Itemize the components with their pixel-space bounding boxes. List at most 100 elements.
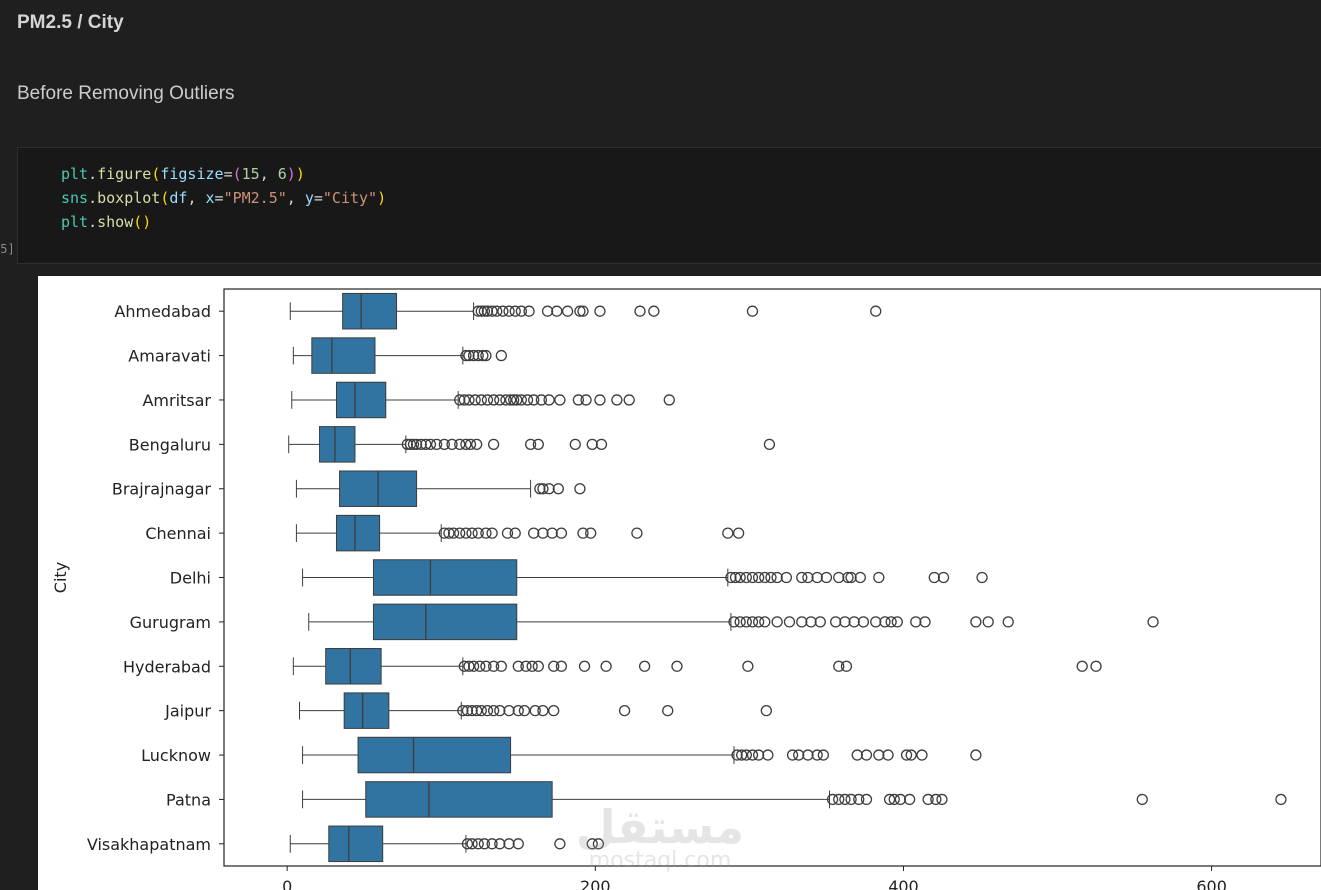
code-token: figsize [160,165,224,183]
box-bengaluru [288,426,776,463]
outlier-point [458,394,471,406]
code-token: "PM2.5" [223,189,287,207]
outlier-point [401,438,413,450]
outlier-point [561,305,574,317]
outlier-point [740,616,752,628]
outlier-point [524,438,537,450]
code-token: x [205,189,215,207]
y-tick-label: Ahmedabad [114,302,211,321]
code-editor[interactable]: plt.figure(figsize=(15, 6)) sns.boxplot(d… [61,162,386,234]
outlier-point [546,527,558,539]
outlier-point [839,616,851,628]
box-chennai [295,514,745,552]
outlier-point [532,660,544,672]
code-token: ( [160,189,170,207]
outlier-point [446,438,458,450]
box-jaipur [298,692,772,729]
outlier-point [532,438,544,450]
outlier-point [480,660,492,672]
outlier-point [447,527,460,539]
outlier-point [611,394,623,406]
outlier-point [882,749,894,761]
outlier-point [420,438,432,450]
outlier-point [922,793,934,806]
outlier-point [555,660,568,672]
outlier-point [577,305,589,317]
outlier-point [554,838,566,850]
box-iqr [328,825,384,863]
outlier-point [638,660,651,672]
outlier-point [833,793,845,806]
outlier-point [752,571,765,584]
outlier-point [475,394,487,406]
outlier-point [671,660,683,672]
outlier-point [814,616,826,628]
code-token: y [304,189,314,207]
box-gurugram [308,603,1159,641]
outlier-point [729,571,742,584]
outlier-point [817,749,829,761]
outlier-point [548,660,560,672]
outlier-point [454,527,466,539]
outlier-point [528,394,540,406]
outlier-point [460,438,472,450]
outlier-point [523,305,535,317]
outlier-point [802,749,814,761]
code-token: plt [61,165,89,183]
outlier-point [472,349,484,362]
outlier-point [495,660,507,672]
outlier-point [883,793,896,806]
outlier-point [746,571,759,584]
outlier-point [495,349,507,362]
outlier-point [759,616,771,628]
y-tick-label: Brajrajnagar [112,480,212,499]
outlier-point [905,749,917,761]
outlier-point [759,571,771,584]
outlier-point [842,571,854,584]
outlier-point [845,793,857,806]
outlier-point [520,660,532,672]
outlier-point [970,749,982,761]
outlier-point [578,660,591,672]
outlier-point [894,793,907,806]
outlier-point [586,438,598,450]
outlier-point [554,394,566,406]
outlier-point [900,749,913,761]
outlier-point [494,838,506,850]
watermark-arabic: مستقل [576,800,744,854]
outlier-point [793,749,805,761]
box-iqr [365,781,553,818]
outlier-point [592,838,605,850]
outlier-point [460,527,472,539]
outlier-point [478,305,491,317]
outlier-point [826,793,839,806]
markdown-subheading: Before Removing Outliers [17,83,235,104]
outlier-point [854,571,866,584]
outlier-point [731,749,743,761]
outlier-point [471,705,483,717]
outlier-point [537,527,549,539]
y-axis-label: City [51,562,70,593]
outlier-point [982,616,994,628]
code-cell[interactable]: plt.figure(figsize=(15, 6)) sns.boxplot(d… [17,147,1321,264]
outlier-point [467,660,480,672]
outlier-point [618,705,631,717]
outlier-point [454,394,466,406]
outlier-point [623,394,635,406]
outlier-point [548,705,560,717]
outlier-point [487,438,500,450]
outlier-point [873,749,885,761]
watermark-latin: mostaql.com [589,848,732,873]
outlier-point [1090,660,1102,672]
outlier-point [574,305,586,317]
outlier-point [631,527,643,539]
outlier-point [585,527,597,539]
x-tick-label: 0 [282,877,292,890]
outlier-point [480,349,492,362]
outlier-point [503,838,515,850]
outlier-point [472,527,484,539]
code-token: . [88,165,98,183]
box-iqr [311,337,376,374]
outlier-point [463,394,475,406]
outlier-point [728,616,740,628]
